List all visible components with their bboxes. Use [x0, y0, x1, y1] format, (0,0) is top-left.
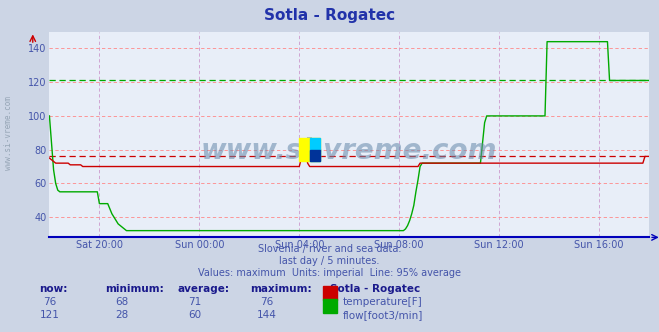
Text: www.si-vreme.com: www.si-vreme.com: [201, 137, 498, 165]
Text: 28: 28: [115, 310, 129, 320]
Text: Sotla - Rogatec: Sotla - Rogatec: [264, 8, 395, 23]
Text: Values: maximum  Units: imperial  Line: 95% average: Values: maximum Units: imperial Line: 95…: [198, 268, 461, 278]
Text: 121: 121: [40, 310, 59, 320]
Text: maximum:: maximum:: [250, 284, 312, 294]
Bar: [310, 138, 320, 161]
Text: temperature[F]: temperature[F]: [343, 297, 422, 307]
Text: 144: 144: [257, 310, 277, 320]
Text: average:: average:: [178, 284, 230, 294]
Text: minimum:: minimum:: [105, 284, 164, 294]
Text: now:: now:: [40, 284, 68, 294]
Bar: [310, 150, 320, 161]
Text: 76: 76: [43, 297, 56, 307]
Text: last day / 5 minutes.: last day / 5 minutes.: [279, 256, 380, 266]
Text: www.si-vreme.com: www.si-vreme.com: [4, 96, 13, 170]
Text: 76: 76: [260, 297, 273, 307]
Text: 71: 71: [188, 297, 201, 307]
Text: Sotla - Rogatec: Sotla - Rogatec: [330, 284, 420, 294]
Text: 68: 68: [115, 297, 129, 307]
Text: Slovenia / river and sea data.: Slovenia / river and sea data.: [258, 244, 401, 254]
Text: 60: 60: [188, 310, 201, 320]
Bar: [299, 138, 320, 161]
Text: flow[foot3/min]: flow[foot3/min]: [343, 310, 423, 320]
